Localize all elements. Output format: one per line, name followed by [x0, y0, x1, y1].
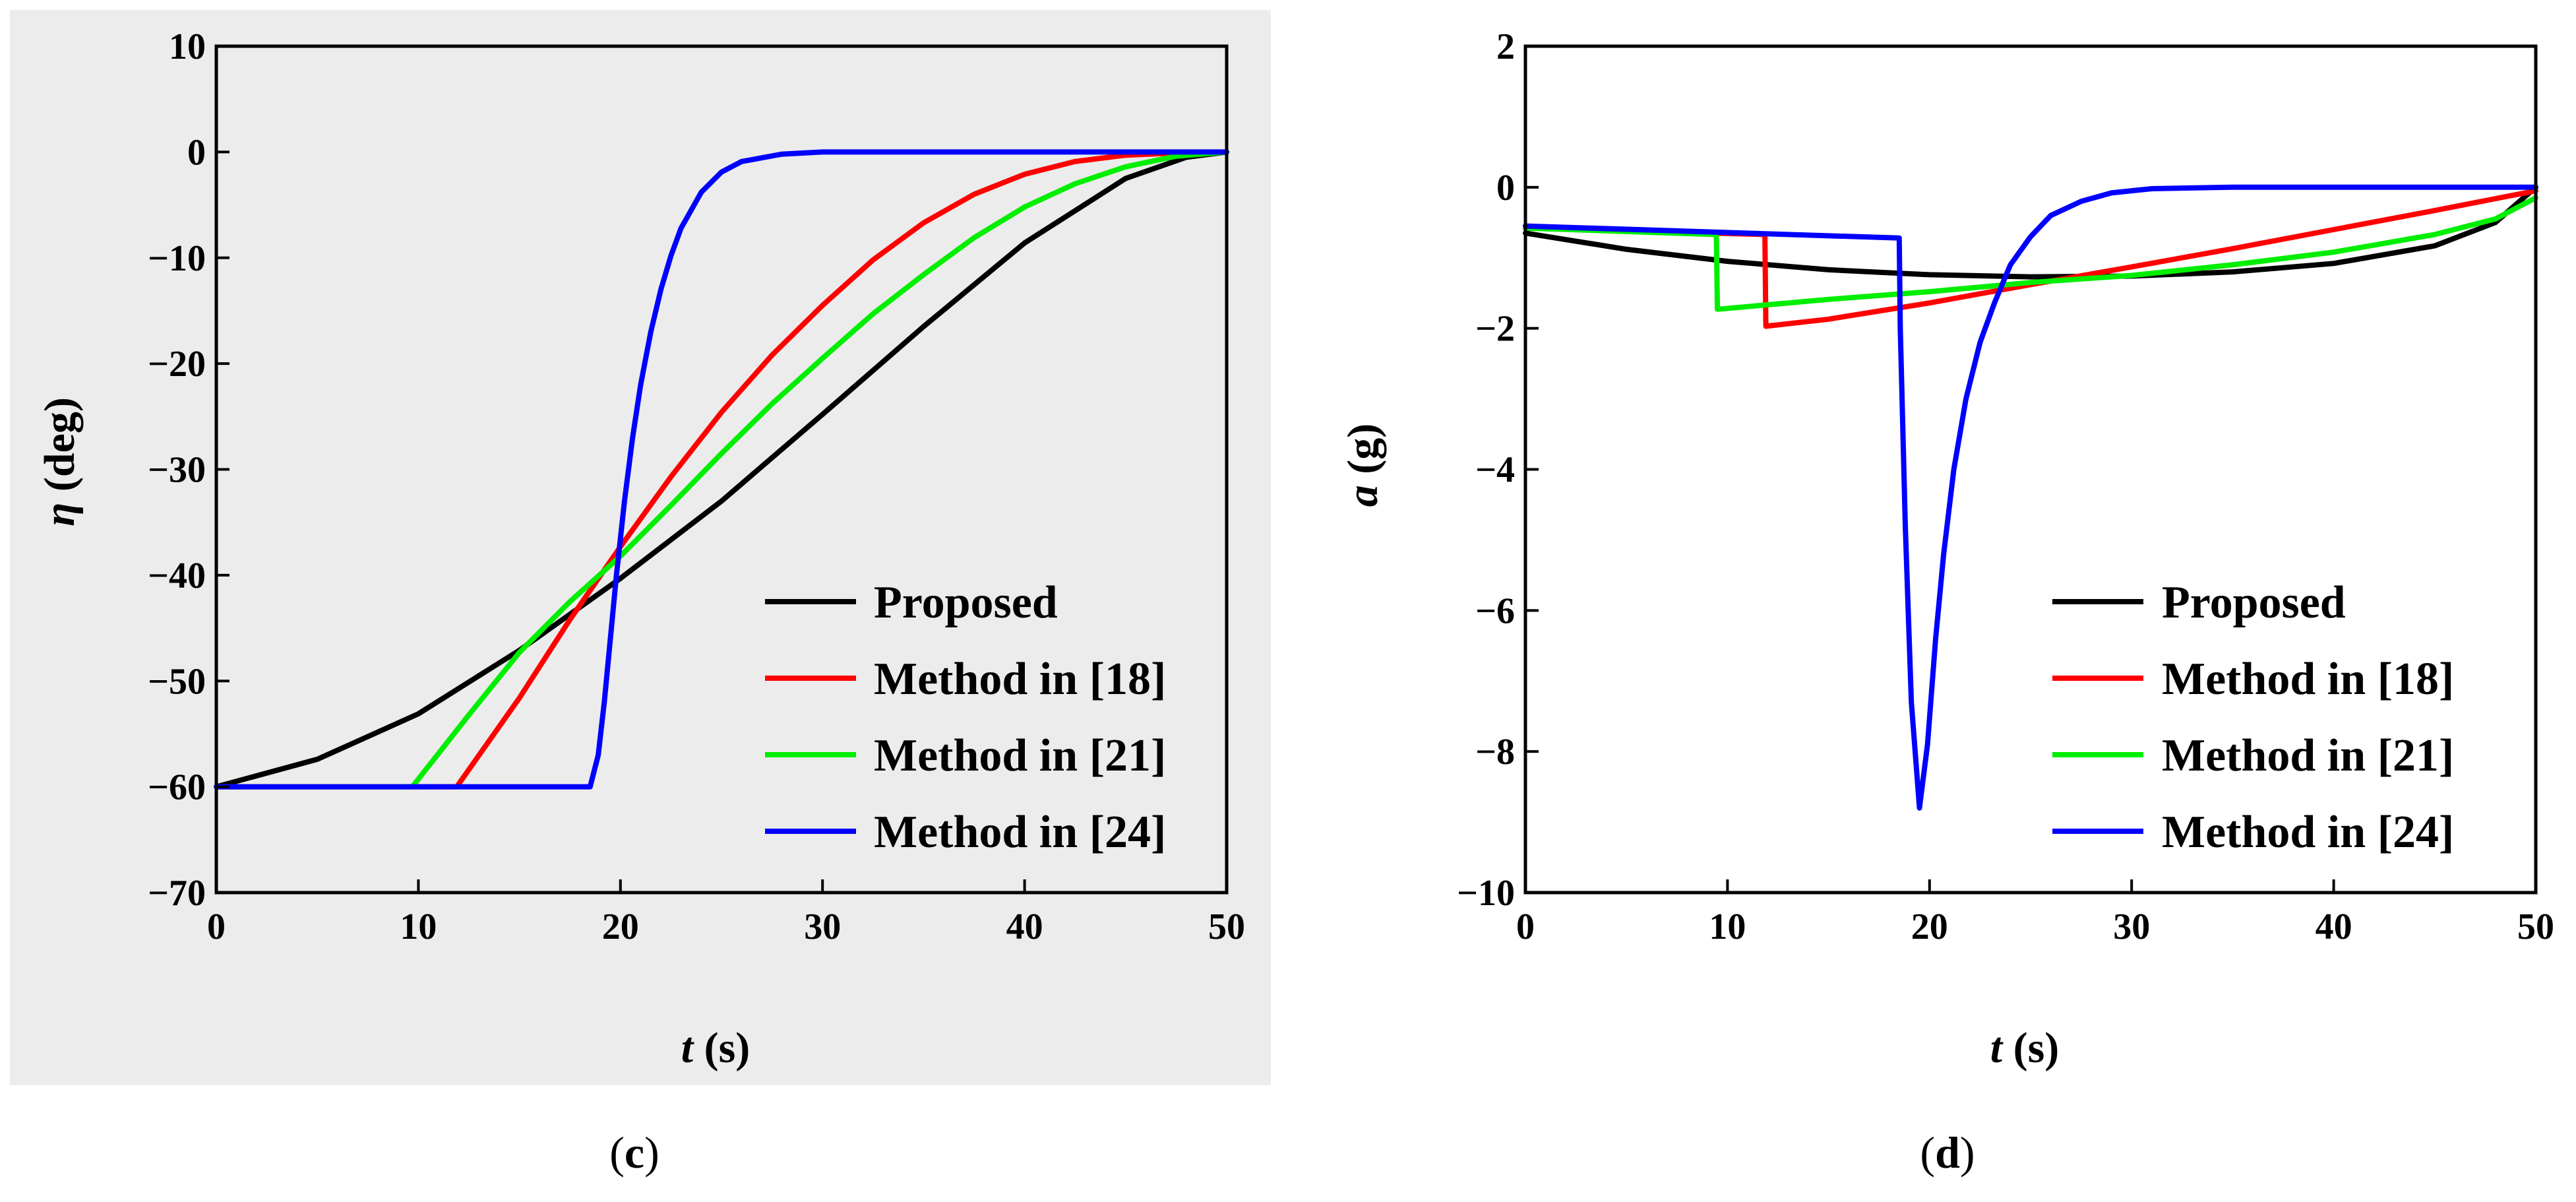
y-tick-label: −6 — [1475, 590, 1515, 631]
legend-label-method-24: Method in [24] — [874, 807, 1166, 858]
x-tick-label: 20 — [1911, 906, 1948, 947]
y-tick-label: −30 — [148, 450, 206, 491]
x-tick-label: 0 — [1516, 906, 1535, 947]
panel-d-legend: Proposed Method in [18] Method in [21] M… — [2052, 577, 2454, 858]
panel-label-c-letter: c — [625, 1127, 644, 1178]
panel-c-y-axis-unit: (deg) — [36, 397, 84, 491]
panel-c-series-layer — [214, 149, 1229, 790]
panel-c-series-method-in-18 — [214, 149, 1229, 790]
panel-d-y-axis-symbol: a — [1339, 485, 1387, 507]
x-tick-label: 30 — [804, 906, 841, 947]
x-tick-label: 50 — [2517, 906, 2554, 947]
legend-label-method-21: Method in [21] — [2162, 730, 2454, 781]
panel-c-series-method-in-21 — [214, 149, 1229, 790]
x-tick-label: 40 — [2315, 906, 2352, 947]
legend-label-method-18: Method in [18] — [2162, 654, 2454, 705]
x-tick-label: 40 — [1006, 906, 1043, 947]
panel-d-x-axis-unit: (s) — [2013, 1024, 2060, 1072]
panel-c-x-axis-symbol: t — [681, 1024, 694, 1072]
legend-label-method-18: Method in [18] — [874, 654, 1166, 705]
panel-c-x-axis-unit: (s) — [704, 1024, 751, 1072]
panel-c-y-axis-title: η (deg) — [36, 397, 84, 526]
y-tick-label: −50 — [148, 661, 206, 702]
panel-d-x-axis-title: t (s) — [1990, 1024, 2060, 1072]
panel-label-c: (c) — [609, 1127, 659, 1178]
y-tick-label: −2 — [1475, 309, 1515, 350]
y-tick-label: −10 — [1457, 873, 1515, 914]
panel-d-series-method-in-21 — [1523, 195, 2538, 312]
panel-c-y-axis-symbol: η — [36, 503, 84, 526]
x-tick-label: 10 — [1709, 906, 1746, 947]
y-tick-label: 0 — [1496, 168, 1515, 208]
panel-d-y-axis-unit: (g) — [1339, 424, 1387, 474]
y-tick-label: −60 — [148, 767, 206, 808]
panel-d-y-axis-title: a (g) — [1339, 424, 1387, 507]
y-tick-label: −4 — [1475, 450, 1515, 491]
panel-d-series-layer — [1523, 184, 2538, 811]
y-tick-label: 0 — [187, 132, 206, 173]
panel-c-axis-ticks: 0 10 20 30 40 50 10 0 −10 −20 −30 −40 −50 −60 −70 — [148, 26, 1245, 947]
panel-d-x-axis-symbol: t — [1990, 1024, 2004, 1072]
legend-label-proposed: Proposed — [2162, 577, 2346, 628]
x-tick-label: 20 — [602, 906, 639, 947]
y-tick-label: 10 — [169, 26, 206, 67]
panel-c-series-method-in-24 — [214, 149, 1229, 790]
panel-c-x-axis-title: t (s) — [681, 1024, 751, 1072]
legend-label-method-24: Method in [24] — [2162, 807, 2454, 858]
x-tick-label: 10 — [400, 906, 437, 947]
legend-label-method-21: Method in [21] — [874, 730, 1166, 781]
y-tick-label: −8 — [1475, 732, 1515, 773]
y-tick-label: −20 — [148, 344, 206, 385]
x-tick-label: 50 — [1208, 906, 1245, 947]
panel-c-series-proposed — [214, 149, 1229, 790]
x-tick-label: 30 — [2113, 906, 2150, 947]
chart-panel-c: 0 10 20 30 40 50 10 0 −10 −20 −30 −40 −50 −60 −70 t (s… — [10, 10, 1271, 1085]
y-tick-label: −40 — [148, 555, 206, 596]
legend-label-proposed: Proposed — [874, 577, 1058, 628]
panel-d-series-method-in-24 — [1523, 184, 2538, 811]
y-tick-label: −70 — [148, 873, 206, 914]
y-tick-label: −10 — [148, 238, 206, 279]
panel-c-legend: Proposed Method in [18] Method in [21] M… — [765, 577, 1166, 858]
y-tick-label: 2 — [1496, 26, 1515, 67]
x-tick-label: 0 — [207, 906, 226, 947]
panel-label-d: (d) — [1920, 1127, 1975, 1178]
panel-label-d-letter: d — [1935, 1127, 1960, 1178]
